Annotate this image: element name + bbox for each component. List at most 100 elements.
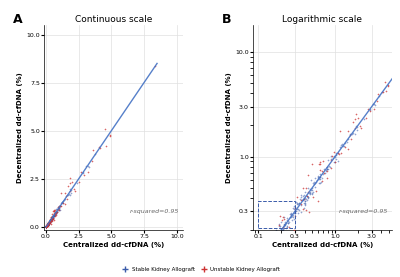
Point [324,165,330,170]
Point [304,194,310,199]
Point [50,214,56,218]
Point [44,223,51,227]
Point [323,169,329,173]
Point [286,215,293,219]
Point [44,223,50,227]
Point [43,223,50,227]
Point [347,132,354,136]
Point [43,224,49,229]
Point [302,201,308,206]
Point [249,272,255,276]
Point [46,220,52,224]
Point [307,191,313,195]
Point [323,168,329,173]
Point [344,140,350,144]
Point [47,217,54,221]
Point [324,165,330,169]
Point [276,222,283,227]
Point [43,225,49,229]
Point [247,272,254,276]
Point [43,224,49,229]
Point [80,173,87,177]
Point [290,215,296,220]
Point [48,217,54,222]
Point [64,196,70,201]
Point [263,240,270,245]
Point [43,225,49,229]
Point [53,211,59,215]
Point [54,210,61,214]
Point [270,250,276,254]
Point [46,219,52,224]
Title: Continuous scale: Continuous scale [75,15,152,24]
Point [302,197,309,201]
Point [249,271,255,275]
Point [46,218,53,223]
Point [68,191,74,195]
Point [50,214,56,219]
Point [320,171,326,176]
Point [44,223,50,228]
Point [272,235,278,239]
Point [290,211,297,216]
Point [280,227,286,231]
Point [370,102,376,106]
Point [304,194,310,198]
Point [44,223,50,227]
Point [46,220,52,225]
Point [45,221,52,225]
Point [300,194,306,198]
Point [47,219,54,224]
Point [273,234,279,238]
Point [44,223,50,227]
Point [266,249,273,253]
Point [311,180,318,184]
Point [44,224,50,228]
Point [46,220,52,225]
Point [244,276,250,277]
Point [51,212,58,217]
Point [315,175,322,179]
Point [291,210,298,215]
Point [43,225,49,229]
Point [271,242,278,247]
Point [53,213,60,217]
Point [43,225,49,229]
Point [45,221,51,225]
Point [49,216,56,220]
Point [253,275,260,277]
Point [276,234,282,238]
Point [44,224,50,228]
Point [44,222,51,227]
Point [266,237,272,242]
Point [333,153,339,157]
Point [44,223,50,228]
Point [65,192,72,197]
Point [46,220,52,224]
Point [264,245,271,250]
Point [46,221,52,225]
Point [256,261,262,265]
Point [44,223,50,228]
Point [44,224,50,228]
Point [43,224,49,229]
Point [385,84,392,88]
Point [264,255,271,259]
Point [43,224,50,229]
Point [46,220,52,225]
Point [255,259,262,263]
Point [54,207,61,211]
Point [248,260,254,264]
Point [67,187,74,191]
Point [49,216,56,221]
Point [44,222,51,226]
Point [324,167,330,171]
Point [44,224,50,228]
Point [367,106,373,111]
Point [50,213,56,217]
Point [273,228,279,233]
Point [43,224,50,228]
Point [59,199,65,204]
Point [272,241,278,245]
Point [45,222,51,227]
